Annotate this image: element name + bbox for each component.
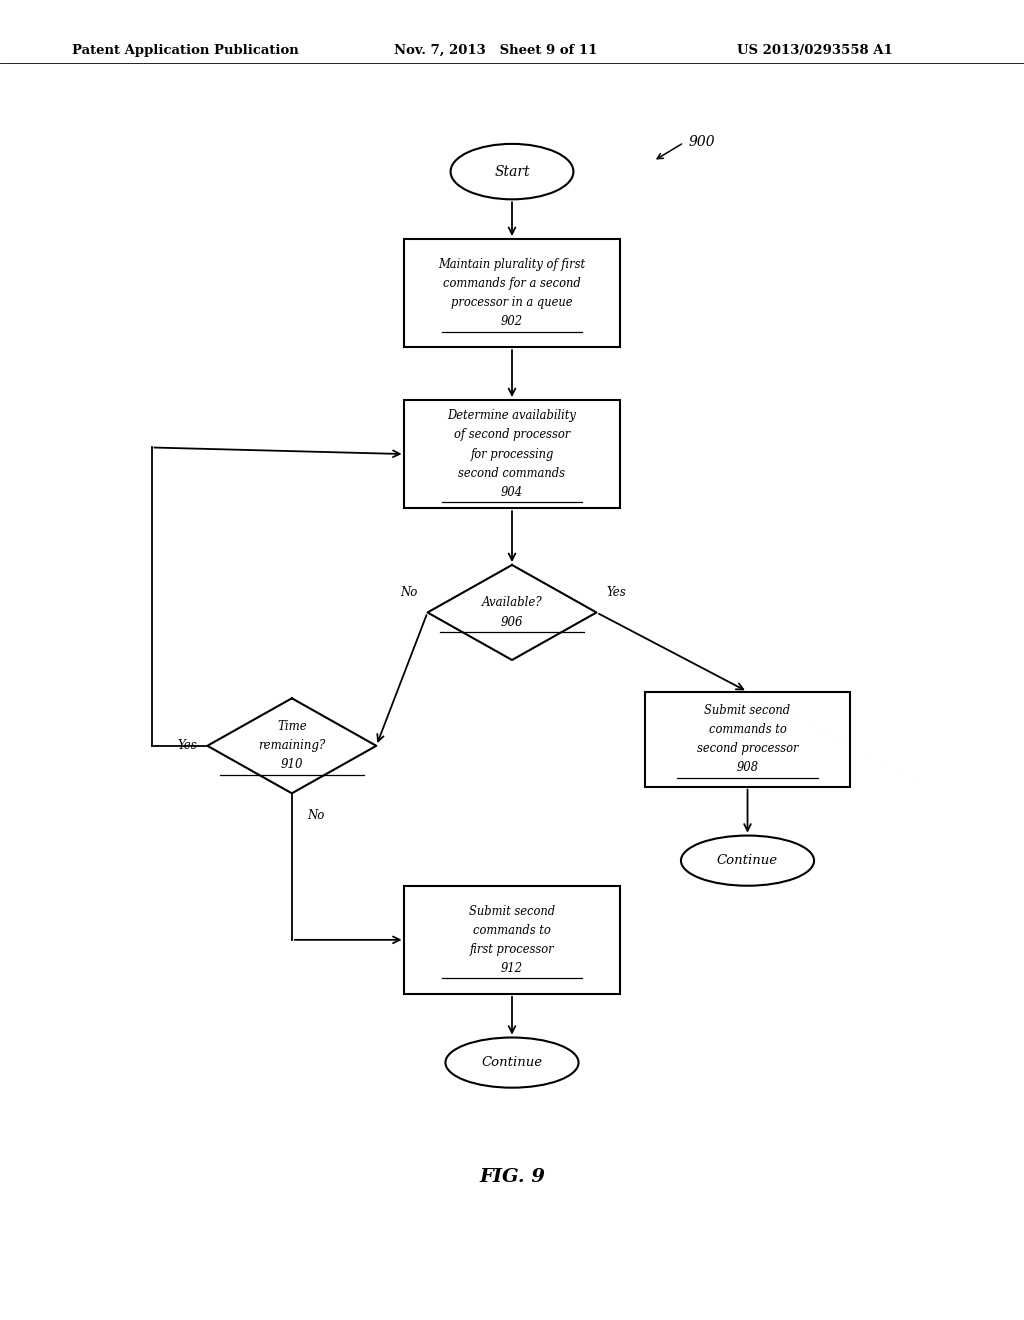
Text: 906: 906 <box>501 615 523 628</box>
Text: Yes: Yes <box>177 739 197 752</box>
Text: second commands: second commands <box>459 467 565 479</box>
Text: first processor: first processor <box>470 942 554 956</box>
Text: processor in a queue: processor in a queue <box>452 296 572 309</box>
Text: Continue: Continue <box>481 1056 543 1069</box>
Text: Submit second: Submit second <box>705 704 791 717</box>
Text: of second processor: of second processor <box>454 429 570 441</box>
Text: Time: Time <box>276 721 307 733</box>
Text: Start: Start <box>495 165 529 178</box>
Text: Patent Application Publication: Patent Application Publication <box>72 44 298 57</box>
Text: commands to: commands to <box>473 924 551 937</box>
Text: for processing: for processing <box>470 447 554 461</box>
Text: Yes: Yes <box>606 586 627 599</box>
Text: FIG. 9: FIG. 9 <box>479 1168 545 1187</box>
Text: Nov. 7, 2013   Sheet 9 of 11: Nov. 7, 2013 Sheet 9 of 11 <box>394 44 598 57</box>
Text: 904: 904 <box>501 486 523 499</box>
Text: No: No <box>400 586 418 599</box>
Text: commands to: commands to <box>709 723 786 737</box>
Text: 908: 908 <box>736 762 759 775</box>
Text: Available?: Available? <box>481 597 543 610</box>
Text: remaining?: remaining? <box>258 739 326 752</box>
Text: US 2013/0293558 A1: US 2013/0293558 A1 <box>737 44 893 57</box>
Text: 902: 902 <box>501 315 523 329</box>
Text: Maintain plurality of first: Maintain plurality of first <box>438 257 586 271</box>
Text: Submit second: Submit second <box>469 904 555 917</box>
Text: commands for a second: commands for a second <box>443 277 581 290</box>
Text: No: No <box>307 809 325 822</box>
Text: 900: 900 <box>688 135 715 149</box>
Text: 910: 910 <box>281 759 303 771</box>
Text: second processor: second processor <box>696 742 799 755</box>
Text: Continue: Continue <box>717 854 778 867</box>
Text: Determine availability: Determine availability <box>447 409 577 422</box>
Text: 912: 912 <box>501 962 523 975</box>
